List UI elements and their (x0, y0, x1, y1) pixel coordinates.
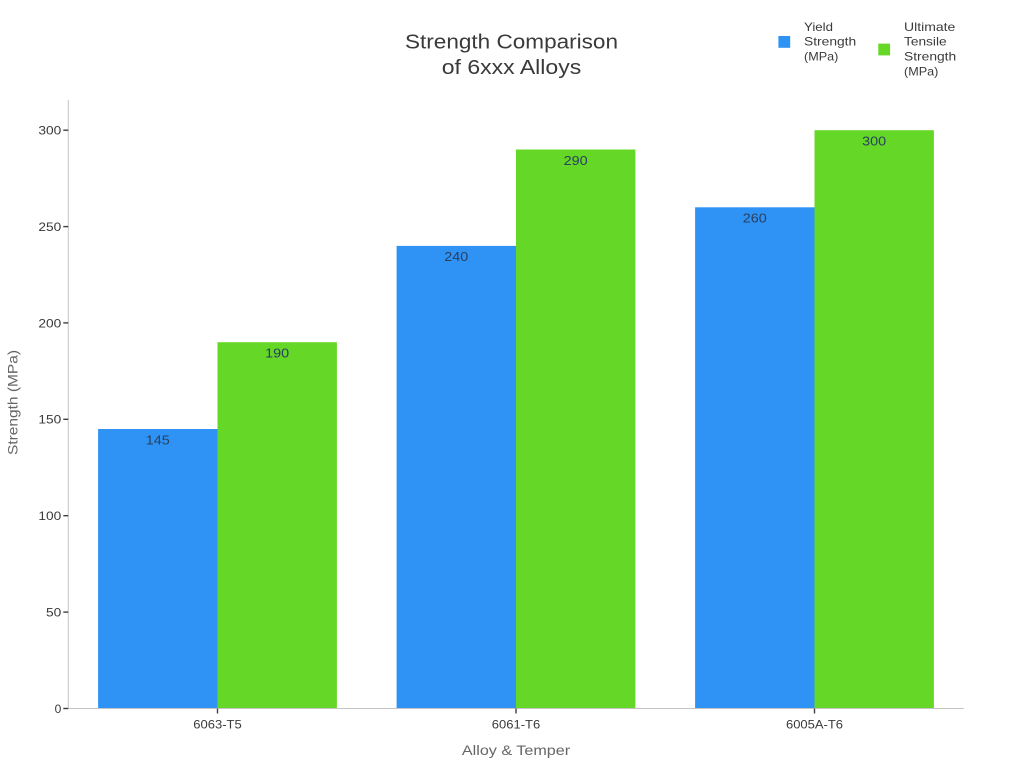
svg-text:300: 300 (38, 124, 61, 138)
svg-text:145: 145 (146, 432, 170, 447)
svg-text:Strength (MPa): Strength (MPa) (5, 350, 21, 455)
svg-text:6061-T6: 6061-T6 (492, 718, 541, 732)
svg-text:Yield: Yield (804, 20, 833, 34)
svg-text:0: 0 (55, 702, 62, 716)
svg-text:Alloy & Temper: Alloy & Temper (462, 742, 571, 758)
svg-text:6063-T5: 6063-T5 (193, 718, 242, 732)
svg-text:240: 240 (444, 249, 468, 264)
svg-text:200: 200 (38, 316, 61, 330)
svg-text:Strength: Strength (904, 50, 956, 64)
svg-text:(MPa): (MPa) (904, 65, 938, 79)
svg-text:Strength Comparison: Strength Comparison (405, 32, 618, 54)
svg-text:(MPa): (MPa) (804, 50, 838, 64)
svg-text:290: 290 (564, 153, 588, 168)
svg-text:100: 100 (38, 509, 61, 523)
svg-text:of 6xxx Alloys: of 6xxx Alloys (442, 57, 582, 79)
svg-text:Strength: Strength (804, 35, 856, 49)
svg-text:300: 300 (862, 134, 886, 149)
svg-text:150: 150 (38, 413, 61, 427)
svg-text:50: 50 (46, 606, 62, 620)
svg-text:Ultimate: Ultimate (904, 20, 956, 34)
svg-text:250: 250 (38, 220, 61, 234)
svg-text:260: 260 (743, 211, 767, 226)
svg-text:190: 190 (265, 346, 289, 361)
svg-text:Tensile: Tensile (904, 35, 947, 49)
svg-text:6005A-T6: 6005A-T6 (786, 718, 843, 732)
